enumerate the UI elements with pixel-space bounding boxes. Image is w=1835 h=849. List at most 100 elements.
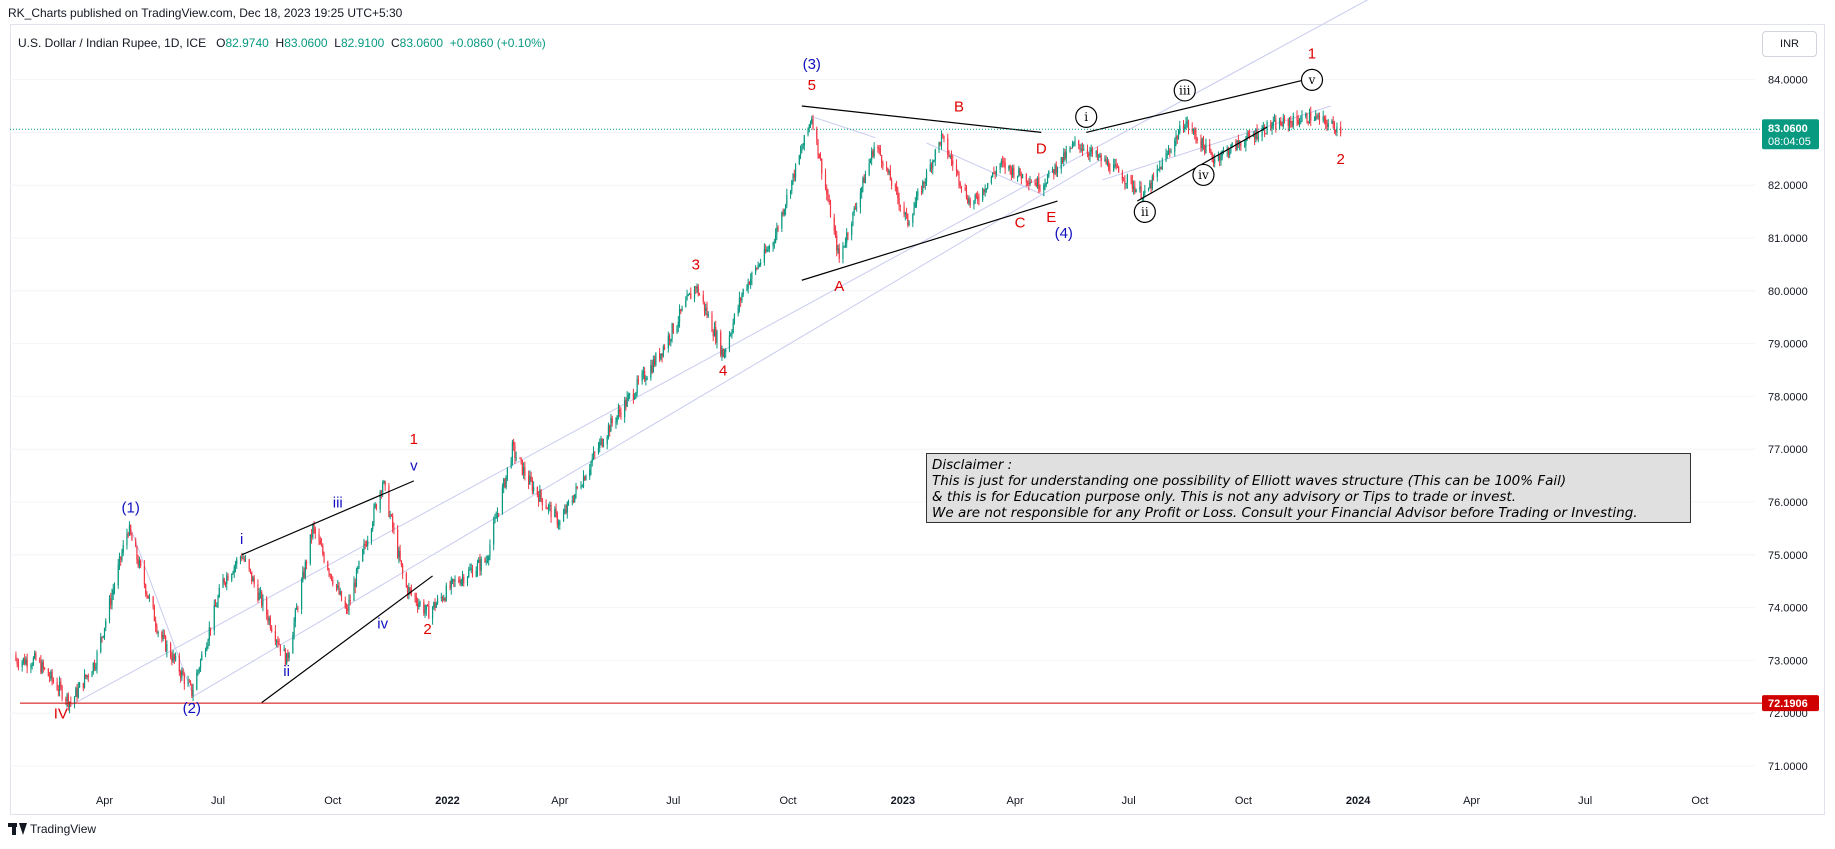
candle-body — [655, 353, 656, 365]
candle-body — [1144, 190, 1145, 193]
candle-body — [1293, 116, 1294, 127]
candle-body — [584, 476, 585, 480]
candle-body — [1087, 149, 1088, 153]
candle-body — [676, 326, 677, 333]
candle-body — [459, 582, 460, 585]
candle-body — [1073, 143, 1074, 144]
candle-body — [1291, 123, 1292, 127]
candle-body — [758, 265, 759, 268]
candle-body — [477, 563, 478, 571]
candle-body — [827, 194, 828, 200]
candle-body — [182, 671, 183, 675]
candle-body — [1195, 134, 1196, 139]
fan-line — [812, 117, 876, 138]
wave-label: (2) — [183, 700, 201, 717]
candle-body — [297, 608, 298, 610]
candle-body — [890, 171, 891, 181]
candle-body — [328, 570, 329, 574]
candle-body — [942, 134, 943, 136]
candle-body — [355, 583, 356, 587]
candle-body — [817, 139, 818, 154]
candle-body — [1064, 152, 1065, 158]
candle-body — [886, 167, 887, 168]
candle-body — [462, 577, 463, 580]
candle-body — [559, 521, 560, 525]
wave-label: A — [834, 278, 844, 295]
candle-body — [222, 579, 223, 588]
candle-body — [392, 516, 393, 528]
candle-body — [1310, 113, 1311, 121]
candle-body — [764, 249, 765, 262]
candle-body — [79, 683, 80, 688]
candle-body — [292, 635, 293, 653]
candle-body — [1301, 116, 1302, 121]
candle-body — [835, 231, 836, 236]
candle-body — [216, 606, 217, 607]
candle-body — [532, 481, 533, 492]
candle-body — [381, 491, 382, 492]
candle-body — [855, 208, 856, 209]
candle-body — [144, 566, 145, 585]
candle-body — [251, 572, 252, 582]
candle-body — [1325, 119, 1326, 124]
candle-body — [547, 508, 548, 509]
candle-body — [165, 636, 166, 651]
candle-body — [1240, 144, 1241, 147]
candle-body — [1334, 124, 1335, 129]
candle-body — [618, 410, 619, 416]
candle-body — [347, 609, 348, 611]
candle-body — [463, 577, 464, 584]
candle-body — [1078, 141, 1079, 145]
candle-body — [444, 599, 445, 601]
candle-body — [362, 549, 363, 561]
candle-body — [1331, 121, 1332, 123]
candle-body — [461, 580, 462, 585]
candle-body — [811, 119, 812, 123]
candle-body — [948, 155, 949, 157]
candle-body — [756, 268, 757, 269]
candle-body — [582, 486, 583, 487]
candle-body — [1214, 159, 1215, 163]
candle-body — [128, 534, 129, 535]
candle-body — [337, 586, 338, 588]
candle-body — [829, 201, 830, 203]
candle-body — [163, 635, 164, 639]
candle-body — [608, 426, 609, 437]
candle-body — [241, 557, 242, 558]
candle-body — [802, 145, 803, 149]
candle-body — [154, 607, 155, 621]
candle-body — [401, 560, 402, 565]
candle-body — [1047, 176, 1048, 183]
candle-body — [353, 583, 354, 601]
candle-body — [671, 324, 672, 339]
candle-body — [781, 213, 782, 229]
candle-body — [235, 564, 236, 566]
candle-body — [433, 602, 434, 608]
candle-body — [1071, 148, 1072, 149]
candle-body — [594, 452, 595, 453]
candle-body — [363, 544, 364, 549]
candle-body — [723, 349, 724, 357]
candle-body — [76, 688, 77, 697]
candle-body — [1122, 173, 1123, 181]
y-tick-label: 77.0000 — [1768, 444, 1808, 456]
candle-body — [1133, 187, 1134, 189]
candle-body — [871, 151, 872, 159]
candle-body — [647, 378, 648, 380]
candle-body — [538, 495, 539, 502]
wave-label: 5 — [808, 77, 816, 94]
candle-body — [903, 206, 904, 214]
candle-body — [1202, 139, 1203, 148]
x-tick-label: Jul — [211, 795, 225, 807]
candle-body — [244, 558, 245, 560]
candle-body — [1203, 139, 1204, 146]
candle-body — [1271, 126, 1272, 128]
candle-body — [224, 579, 225, 584]
candle-body — [610, 418, 611, 432]
candle-body — [484, 559, 485, 562]
candle-body — [966, 190, 967, 199]
candle-body — [704, 302, 705, 311]
candle-body — [804, 135, 805, 145]
candle-body — [365, 544, 366, 545]
